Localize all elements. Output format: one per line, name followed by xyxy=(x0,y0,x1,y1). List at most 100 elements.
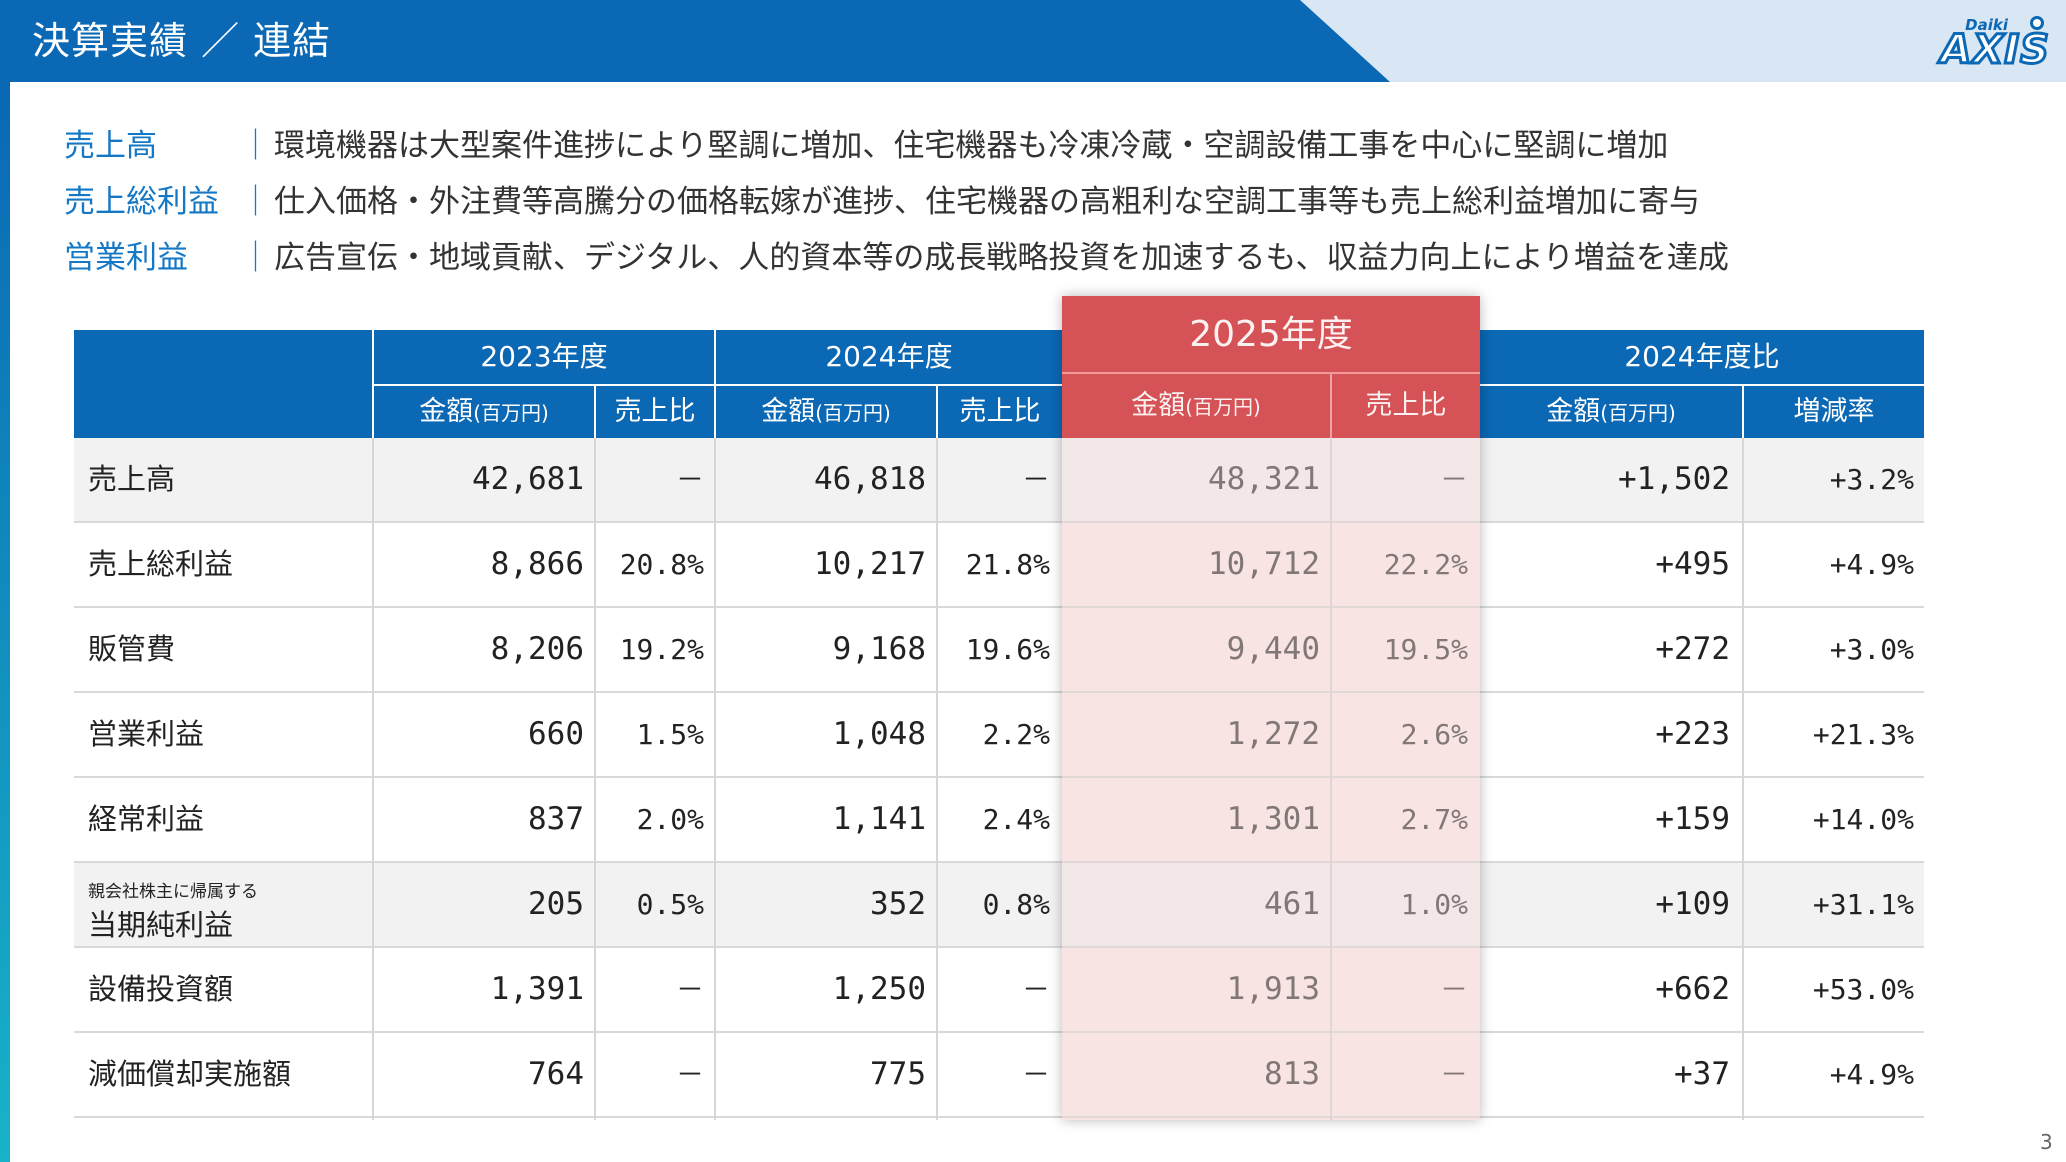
body-divider xyxy=(714,438,716,1120)
cell-y2024: 46,818 xyxy=(814,461,926,497)
row-label: 営業利益 xyxy=(88,717,205,751)
table-row: 販管費 8,206 19.2% 9,168 19.6% 9,440 19.5% +272 +3.… xyxy=(74,608,1924,693)
cell-y2025: 1,301 xyxy=(1226,801,1320,837)
summary-label: 売上高 xyxy=(64,128,157,164)
cell-diff: +109 xyxy=(1655,886,1730,922)
cell-r2025: 1.0% xyxy=(1400,888,1468,921)
cell-y2023: 764 xyxy=(528,1056,584,1092)
cell-y2024: 1,048 xyxy=(832,716,926,752)
summary-text: 広告宣伝・地域貢献、デジタル、人的資本等の成長戦略投資を加速するも、収益力向上に… xyxy=(274,240,1729,276)
page-title: 決算実績 ／ 連結 xyxy=(32,19,332,63)
cell-y2025: 9,440 xyxy=(1226,631,1320,667)
cell-r2025: 22.2% xyxy=(1383,548,1468,581)
subheader-ratio-2023: 売上比 xyxy=(614,396,696,427)
cell-y2023: 8,206 xyxy=(490,631,584,667)
subheader-change-rate: 増減率 xyxy=(1793,396,1875,427)
group-header-2024: 2024年度 xyxy=(825,340,953,373)
row-sublabel: 親会社株主に帰属する xyxy=(88,882,258,902)
cell-r2024: 21.8% xyxy=(965,548,1050,581)
body-divider xyxy=(372,438,374,1120)
cell-r2023: 20.8% xyxy=(619,548,704,581)
cell-r2023: 1.5% xyxy=(636,718,704,751)
cell-r2024: － xyxy=(1021,463,1050,496)
table-row: 親会社株主に帰属する 当期純利益 205 0.5% 352 0.8% 461 1.0% +109… xyxy=(74,863,1924,948)
cell-y2023: 42,681 xyxy=(472,461,584,497)
cell-r2023: 2.0% xyxy=(636,803,704,836)
cell-y2025: 461 xyxy=(1264,886,1320,922)
cell-r2025: － xyxy=(1439,1058,1468,1091)
cell-rate: +3.2% xyxy=(1829,463,1914,496)
cell-y2023: 205 xyxy=(528,886,584,922)
cell-diff: +272 xyxy=(1655,631,1730,667)
cell-r2025: 2.7% xyxy=(1400,803,1468,836)
header-divider xyxy=(1742,386,1744,438)
cell-y2024: 352 xyxy=(870,886,926,922)
body-divider xyxy=(594,438,596,1120)
header-divider xyxy=(936,386,938,438)
cell-rate: +3.0% xyxy=(1829,633,1914,666)
header-divider xyxy=(372,330,374,438)
logo-main-text: AXIS xyxy=(1939,27,2050,73)
table-row: 売上高 42,681 － 46,818 － 48,321 － +1,502 +3.2% xyxy=(74,438,1924,523)
row-label: 減価償却実施額 xyxy=(88,1057,292,1091)
cell-r2024: － xyxy=(1021,973,1050,1006)
cell-r2025: 2.6% xyxy=(1400,718,1468,751)
subheader-amount-2024: 金額(百万円) xyxy=(761,396,891,427)
header-divider-h xyxy=(1062,372,1480,374)
summary-text: 仕入価格・外注費等高騰分の価格転嫁が進捗、住宅機器の高粗利な空調工事等も売上総利… xyxy=(274,184,1700,220)
cell-r2024: 0.8% xyxy=(982,888,1050,921)
cell-r2024: 19.6% xyxy=(965,633,1050,666)
cell-r2025: 19.5% xyxy=(1383,633,1468,666)
cell-y2025: 48,321 xyxy=(1208,461,1320,497)
cell-diff: +223 xyxy=(1655,716,1730,752)
title-banner-blue xyxy=(0,0,1390,82)
subheader-ratio-2025: 売上比 xyxy=(1365,390,1447,421)
row-label: 販管費 xyxy=(88,632,176,666)
cell-rate: +4.9% xyxy=(1829,548,1914,581)
summary-label: 営業利益 xyxy=(64,240,188,276)
results-table: 2023年度 2024年度 2024年度比 金額(百万円) 売上比 金額(百万円… xyxy=(74,296,1924,1120)
logo-small-text: Daiki xyxy=(1965,16,2008,34)
cell-y2024: 10,217 xyxy=(814,546,926,582)
summary-separator: ｜ xyxy=(240,184,271,220)
subheader-amount-2023: 金額(百万円) xyxy=(419,396,549,427)
highlight-header-2025 xyxy=(1062,296,1480,438)
cell-r2025: － xyxy=(1439,463,1468,496)
highlight-column-frame xyxy=(1062,296,1480,1120)
table-row: 営業利益 660 1.5% 1,048 2.2% 1,272 2.6% +223 +21.3% xyxy=(74,693,1924,778)
cell-r2023: － xyxy=(675,463,704,496)
logo-dot-icon xyxy=(2030,16,2044,30)
cell-y2024: 1,250 xyxy=(832,971,926,1007)
cell-y2024: 9,168 xyxy=(832,631,926,667)
table-row: 売上総利益 8,866 20.8% 10,217 21.8% 10,712 22.2% +49… xyxy=(74,523,1924,608)
cell-rate: +14.0% xyxy=(1812,803,1914,836)
cell-r2024: － xyxy=(1021,1058,1050,1091)
body-divider xyxy=(1742,438,1744,1120)
cell-r2025: － xyxy=(1439,973,1468,1006)
subheader-ratio-2024: 売上比 xyxy=(959,396,1041,427)
cell-rate: +21.3% xyxy=(1812,718,1914,751)
cell-y2025: 1,272 xyxy=(1226,716,1320,752)
cell-y2023: 660 xyxy=(528,716,584,752)
body-divider xyxy=(1330,438,1332,1120)
body-divider xyxy=(936,438,938,1120)
summary-separator: ｜ xyxy=(240,128,271,164)
cell-diff: +37 xyxy=(1674,1056,1730,1092)
header-divider-h xyxy=(374,384,1062,386)
subheader-amount-2025: 金額(百万円) xyxy=(1131,390,1261,421)
cell-rate: +4.9% xyxy=(1829,1058,1914,1091)
cell-diff: +495 xyxy=(1655,546,1730,582)
cell-r2023: 19.2% xyxy=(619,633,704,666)
page-number: 3 xyxy=(2040,1130,2053,1154)
row-label: 親会社株主に帰属する当期純利益 xyxy=(88,863,258,946)
cell-y2024: 1,141 xyxy=(832,801,926,837)
cell-y2023: 837 xyxy=(528,801,584,837)
cell-diff: +1,502 xyxy=(1618,461,1730,497)
group-header-2025: 2025年度 xyxy=(1189,314,1353,355)
header-divider xyxy=(1330,374,1332,438)
cell-y2023: 1,391 xyxy=(490,971,584,1007)
row-label: 経常利益 xyxy=(88,802,205,836)
row-label-text: 当期純利益 xyxy=(88,908,234,942)
cell-y2025: 813 xyxy=(1264,1056,1320,1092)
cell-r2023: － xyxy=(675,973,704,1006)
